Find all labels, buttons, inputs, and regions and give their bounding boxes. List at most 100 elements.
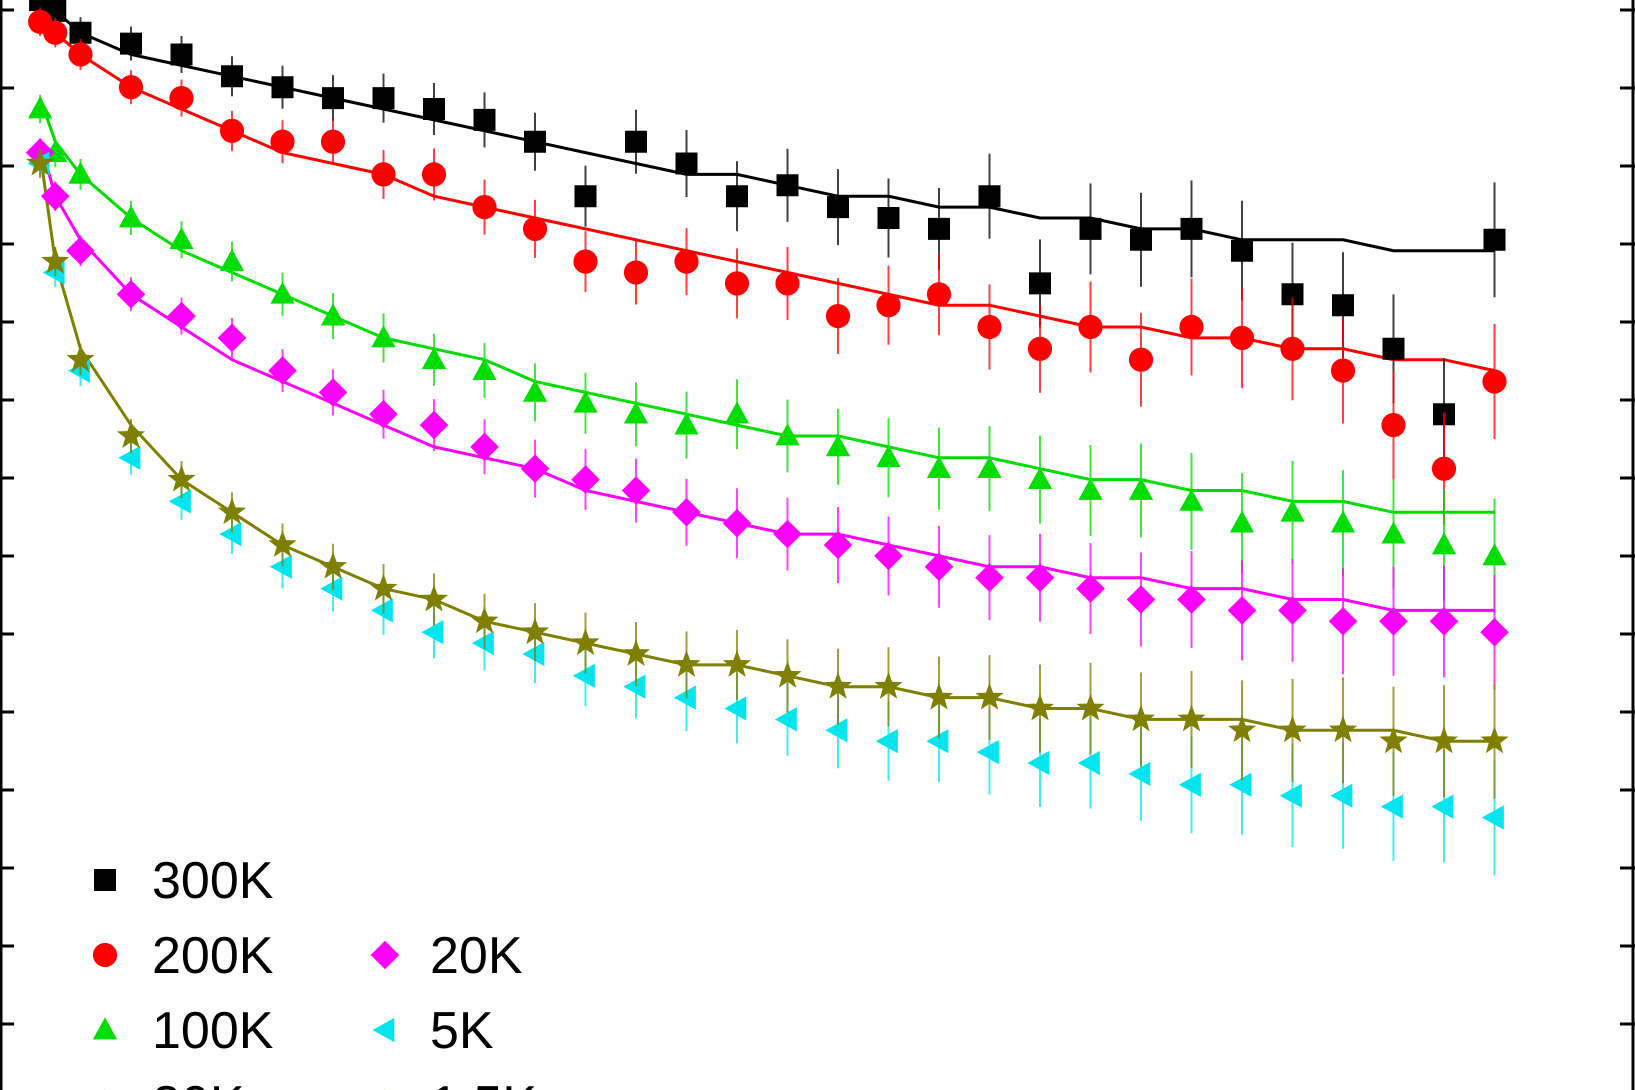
data-point-300k bbox=[473, 108, 496, 131]
data-point-200k bbox=[1229, 325, 1255, 350]
data-points bbox=[25, 0, 1509, 875]
data-point-5k bbox=[269, 554, 292, 579]
data-point-100k bbox=[1078, 477, 1103, 500]
data-point-1-5k bbox=[116, 421, 146, 448]
data-point-200k bbox=[724, 271, 750, 296]
data-point-100k bbox=[1280, 499, 1305, 522]
data-point-200k bbox=[573, 249, 598, 274]
data-point-200k bbox=[1330, 358, 1356, 383]
data-point-1-5k bbox=[217, 497, 247, 525]
data-point-5k bbox=[1077, 750, 1100, 776]
data-point-200k bbox=[775, 271, 800, 296]
data-point-100k bbox=[1330, 510, 1356, 533]
data-point-1-5k bbox=[621, 639, 651, 666]
data-point-100k bbox=[1381, 521, 1406, 544]
data-point-200k bbox=[825, 304, 851, 329]
data-point-200k bbox=[371, 162, 396, 187]
data-point-5k bbox=[572, 663, 595, 688]
data-point-1-5k bbox=[975, 682, 1004, 710]
data-point-200k bbox=[68, 42, 93, 67]
data-point-5k bbox=[320, 576, 343, 601]
data-point-100k bbox=[623, 401, 649, 424]
data-point-5k bbox=[522, 641, 545, 667]
data-point-20k bbox=[571, 465, 600, 494]
legend-label-300k: 300K bbox=[152, 852, 274, 910]
data-point-5k bbox=[1481, 805, 1504, 830]
data-point-20k bbox=[1076, 574, 1105, 603]
data-point-300k bbox=[69, 21, 92, 44]
data-point-300k bbox=[1483, 228, 1506, 251]
data-point-20k bbox=[1379, 607, 1408, 636]
data-point-1-5k bbox=[773, 660, 802, 688]
data-point-20k bbox=[40, 181, 70, 211]
data-point-5k bbox=[1229, 772, 1252, 797]
data-point-5k bbox=[1128, 761, 1151, 786]
data-point-20k bbox=[1480, 617, 1509, 647]
data-point-300k bbox=[776, 174, 799, 197]
data-point-1-5k bbox=[419, 584, 449, 612]
data-point-20k bbox=[470, 432, 499, 462]
data-point-100k bbox=[876, 445, 901, 468]
data-point-20k bbox=[924, 552, 954, 582]
data-point-1-5k bbox=[1025, 693, 1055, 721]
data-point-100k bbox=[118, 205, 144, 228]
data-point-5k bbox=[724, 696, 747, 721]
data-point-200k bbox=[169, 86, 194, 111]
data-point-1-5k bbox=[1076, 693, 1105, 721]
data-point-300k bbox=[372, 87, 395, 110]
data-point-100k bbox=[573, 390, 598, 413]
data-point-20k bbox=[1126, 585, 1156, 614]
data-point-200k bbox=[1431, 456, 1457, 481]
legend-label-5k: 5K bbox=[430, 1002, 494, 1060]
data-point-100k bbox=[421, 347, 447, 370]
legend: 300K 200K 20K 100K 5K 30K 1.5K bbox=[92, 852, 537, 1090]
data-point-20k bbox=[217, 323, 247, 353]
legend-label-20k: 20K bbox=[430, 927, 523, 985]
data-point-5k bbox=[1027, 750, 1050, 776]
data-point-1-5k bbox=[874, 671, 903, 699]
data-point-5k bbox=[926, 729, 949, 754]
data-point-1-5k bbox=[26, 148, 55, 176]
data-point-1-5k bbox=[1227, 715, 1257, 743]
data-point-100k bbox=[825, 434, 851, 457]
data-point-200k bbox=[1128, 347, 1154, 372]
data-point-1-5k bbox=[167, 464, 196, 492]
legend-marker-100k bbox=[92, 1017, 118, 1040]
data-point-5k bbox=[623, 674, 646, 699]
data-point-100k bbox=[472, 357, 497, 380]
data-point-1-5k bbox=[672, 650, 701, 677]
legend-marker-300k bbox=[94, 869, 116, 891]
data-point-200k bbox=[1280, 336, 1305, 361]
data-point-100k bbox=[1128, 477, 1154, 500]
data-point-1-5k bbox=[520, 617, 550, 645]
data-point-200k bbox=[876, 293, 901, 318]
legend-marker-5k bbox=[372, 1017, 395, 1043]
data-point-20k bbox=[1278, 596, 1307, 625]
data-point-100k bbox=[1482, 543, 1507, 566]
data-point-300k bbox=[574, 185, 597, 208]
data-point-20k bbox=[722, 508, 752, 538]
data-point-20k bbox=[672, 498, 701, 527]
data-point-300k bbox=[726, 185, 748, 208]
data-point-300k bbox=[271, 76, 294, 99]
data-point-1-5k bbox=[722, 650, 752, 677]
data-point-20k bbox=[621, 476, 651, 505]
data-point-20k bbox=[419, 410, 449, 440]
data-point-100k bbox=[1179, 488, 1204, 511]
data-point-20k bbox=[268, 356, 297, 385]
data-point-200k bbox=[674, 249, 699, 274]
legend-label-1-5k: 1.5K bbox=[430, 1076, 537, 1090]
data-point-300k bbox=[322, 87, 344, 110]
data-point-1-5k bbox=[1480, 726, 1509, 754]
data-point-5k bbox=[875, 729, 898, 754]
data-point-200k bbox=[43, 20, 68, 45]
data-point-300k bbox=[877, 207, 900, 229]
data-point-200k bbox=[270, 129, 295, 154]
data-point-200k bbox=[977, 314, 1002, 340]
data-point-100k bbox=[674, 412, 699, 435]
data-point-200k bbox=[1027, 336, 1053, 361]
data-point-300k bbox=[625, 130, 647, 153]
